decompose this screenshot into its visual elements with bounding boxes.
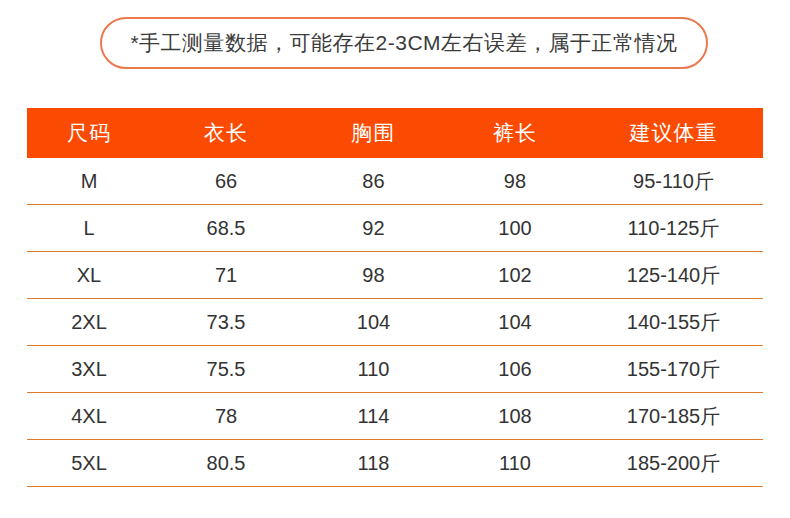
cell-top-length: 73.5 (151, 299, 301, 346)
disclaimer-banner-row: *手工测量数据，可能存在2-3CM左右误差，属于正常情况 (0, 0, 790, 69)
table-row-m: M 66 86 98 95-110斤 (27, 158, 763, 205)
cell-size: 4XL (27, 393, 151, 440)
cell-chest: 92 (301, 205, 446, 252)
cell-chest: 110 (301, 346, 446, 393)
size-table: 尺码 衣长 胸围 裤长 建议体重 M 66 86 98 95-110斤 L 68… (27, 108, 763, 487)
cell-size: M (27, 158, 151, 205)
cell-top-length: 80.5 (151, 440, 301, 487)
size-chart-page: *手工测量数据，可能存在2-3CM左右误差，属于正常情况 尺码 衣长 胸围 裤长… (0, 0, 790, 518)
table-row-l: L 68.5 92 100 110-125斤 (27, 205, 763, 252)
cell-weight: 185-200斤 (584, 440, 763, 487)
cell-size: 5XL (27, 440, 151, 487)
cell-weight: 125-140斤 (584, 252, 763, 299)
cell-pant-length: 108 (446, 393, 584, 440)
disclaimer-banner: *手工测量数据，可能存在2-3CM左右误差，属于正常情况 (100, 17, 707, 69)
cell-top-length: 68.5 (151, 205, 301, 252)
table-row-5xl: 5XL 80.5 118 110 185-200斤 (27, 440, 763, 487)
cell-top-length: 75.5 (151, 346, 301, 393)
table-header-row: 尺码 衣长 胸围 裤长 建议体重 (27, 108, 763, 158)
cell-weight: 110-125斤 (584, 205, 763, 252)
cell-pant-length: 106 (446, 346, 584, 393)
cell-size: 2XL (27, 299, 151, 346)
cell-weight: 155-170斤 (584, 346, 763, 393)
disclaimer-text: *手工测量数据，可能存在2-3CM左右误差，属于正常情况 (130, 30, 677, 56)
cell-chest: 98 (301, 252, 446, 299)
cell-weight: 140-155斤 (584, 299, 763, 346)
cell-weight: 95-110斤 (584, 158, 763, 205)
cell-pant-length: 104 (446, 299, 584, 346)
header-cell-pant-length: 裤长 (446, 108, 584, 158)
cell-chest: 86 (301, 158, 446, 205)
cell-chest: 118 (301, 440, 446, 487)
table-row-2xl: 2XL 73.5 104 104 140-155斤 (27, 299, 763, 346)
cell-top-length: 71 (151, 252, 301, 299)
cell-chest: 104 (301, 299, 446, 346)
cell-top-length: 78 (151, 393, 301, 440)
cell-pant-length: 102 (446, 252, 584, 299)
cell-size: L (27, 205, 151, 252)
table-row-4xl: 4XL 78 114 108 170-185斤 (27, 393, 763, 440)
cell-pant-length: 110 (446, 440, 584, 487)
header-cell-top-length: 衣长 (151, 108, 301, 158)
cell-size: XL (27, 252, 151, 299)
table-row-xl: XL 71 98 102 125-140斤 (27, 252, 763, 299)
cell-weight: 170-185斤 (584, 393, 763, 440)
cell-pant-length: 98 (446, 158, 584, 205)
cell-size: 3XL (27, 346, 151, 393)
cell-top-length: 66 (151, 158, 301, 205)
cell-chest: 114 (301, 393, 446, 440)
cell-pant-length: 100 (446, 205, 584, 252)
header-cell-chest: 胸围 (301, 108, 446, 158)
header-cell-size: 尺码 (27, 108, 151, 158)
header-cell-weight: 建议体重 (584, 108, 763, 158)
table-row-3xl: 3XL 75.5 110 106 155-170斤 (27, 346, 763, 393)
